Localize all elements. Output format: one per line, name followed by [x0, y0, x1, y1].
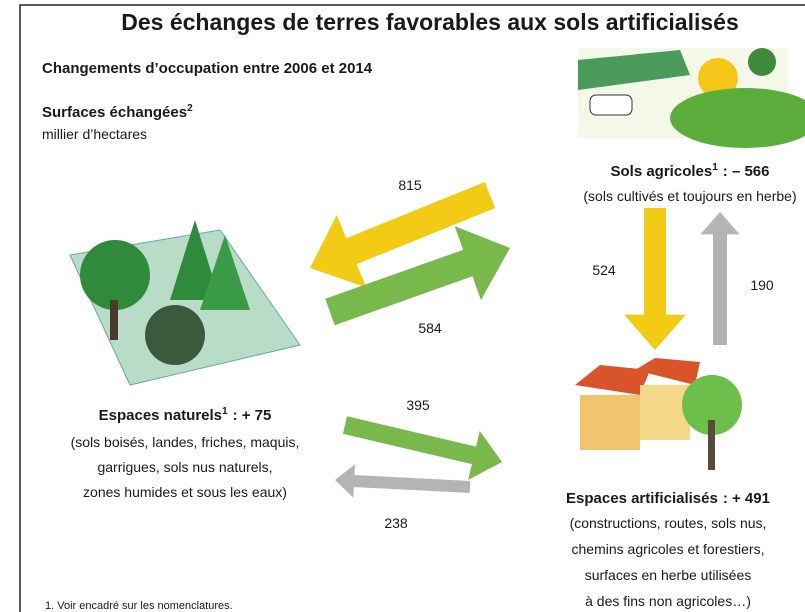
flow-arrow [624, 208, 686, 350]
trunk [110, 300, 118, 340]
node-name: Espaces naturels [99, 407, 222, 424]
node-description: zones humides et sous les eaux) [83, 484, 287, 500]
flow-value: 524 [592, 262, 616, 278]
flow-arrow [700, 212, 739, 345]
node-change: : + 75 [233, 407, 272, 424]
house [640, 385, 690, 440]
node-label: Sols agricoles1 : – 566 [611, 162, 770, 180]
forest-illustration [70, 220, 300, 385]
tree [145, 305, 205, 365]
flow-value: 815 [398, 177, 422, 193]
flow-value: 238 [384, 515, 408, 531]
measure-label: Surfaces échangées2 [42, 103, 193, 121]
node-name: Espaces artificialisés [566, 490, 718, 507]
tree [80, 240, 150, 310]
node-description: garrigues, sols nus naturels, [97, 459, 272, 475]
node-note: 1 [222, 406, 228, 417]
node-description: (constructions, routes, sols nus, [570, 515, 767, 531]
title: Des échanges de terres favorables aux so… [121, 9, 739, 35]
farm-illustration [578, 48, 805, 148]
node-label: Espaces artificialisés : + 491 [566, 490, 770, 507]
unit: millier d’hectares [42, 126, 147, 142]
flow-arrow [335, 464, 470, 498]
diagram: Des échanges de terres favorables aux so… [0, 0, 805, 612]
page: {"header": {"title": "Des échanges de te… [0, 0, 805, 612]
node-description: (sols cultivés et toujours en herbe) [583, 188, 796, 204]
node-change: : + 491 [723, 490, 770, 507]
footnote: 1. Voir encadré sur les nomenclatures. [45, 600, 233, 612]
house-illustration [575, 358, 742, 470]
tree [748, 48, 776, 76]
flow-value: 584 [418, 320, 442, 336]
house [580, 395, 640, 450]
node-description: à des fins non agricoles…) [585, 593, 751, 609]
flow-arrow [343, 416, 502, 480]
node-description: chemins agricoles et forestiers, [572, 541, 765, 557]
node-label: Espaces naturels1 : + 75 [99, 406, 272, 424]
flow-value: 190 [750, 277, 774, 293]
trunk [708, 420, 715, 470]
node-description: (sols boisés, landes, friches, maquis, [71, 434, 300, 450]
subtitle: Changements d’occupation entre 2006 et 2… [42, 60, 373, 77]
node-change: : – 566 [723, 163, 770, 180]
node-description: surfaces en herbe utilisées [585, 567, 752, 583]
measure-note: 2 [187, 103, 193, 114]
node-name: Sols agricoles [611, 163, 713, 180]
node-note: 1 [712, 162, 718, 173]
flow-value: 395 [406, 397, 430, 413]
measure-name: Surfaces échangées [42, 104, 187, 121]
cow [590, 95, 632, 115]
